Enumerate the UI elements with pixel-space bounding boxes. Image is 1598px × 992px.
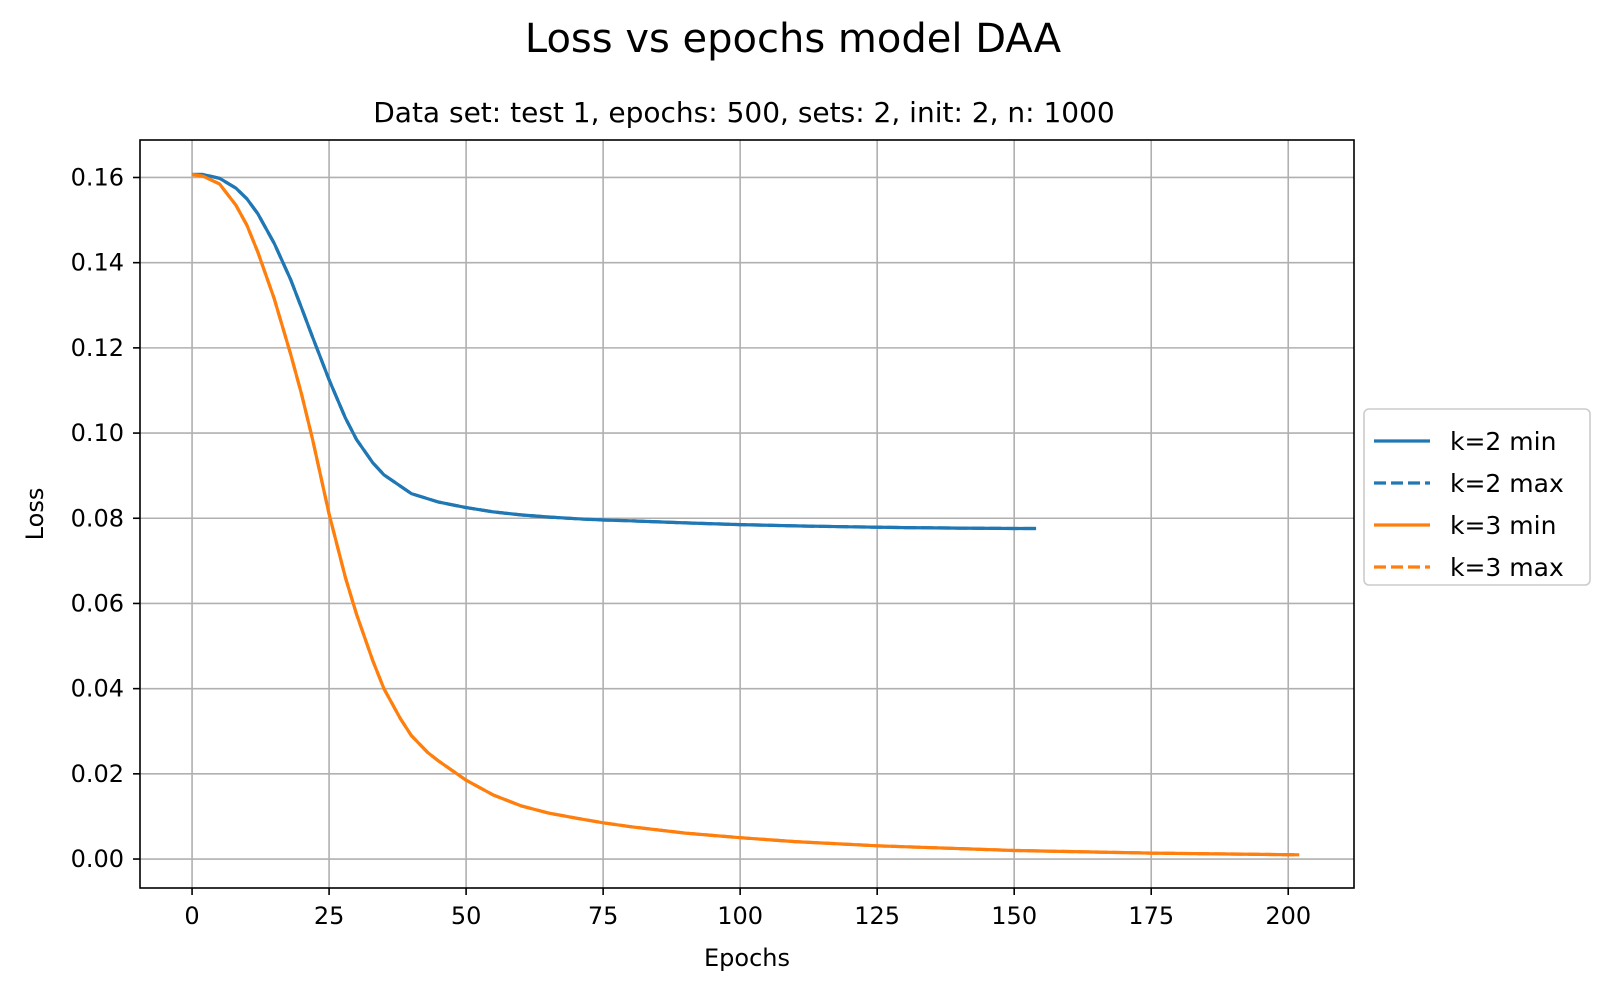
x-tick-label: 200 [1265,902,1311,930]
y-tick-label: 0.12 [71,334,124,362]
grid-lines [140,140,1354,888]
x-tick-label: 125 [854,902,900,930]
x-tick-label: 150 [991,902,1037,930]
series-line-2 [192,172,1037,531]
legend-item: k=2 min [1374,427,1556,456]
legend-label: k=2 min [1450,427,1556,456]
x-axis-label: Epochs [704,944,790,972]
legend-label: k=2 max [1450,469,1564,498]
y-tick-label: 0.16 [71,163,124,191]
series-lines [191,172,1300,857]
x-tick-label: 0 [184,902,199,930]
y-tick-label: 0.00 [71,845,124,873]
plot-frame [139,139,1355,889]
legend-item: k=3 max [1374,553,1564,582]
y-axis-label: Loss [21,488,49,541]
x-tick-label: 75 [588,902,619,930]
x-tick-label: 100 [717,902,763,930]
series-line-4 [191,172,1300,857]
series-line-3 [191,172,1300,857]
legend-label: k=3 min [1450,511,1556,540]
y-tick-label: 0.04 [71,675,124,703]
chart-subtitle: Data set: test 1, epochs: 500, sets: 2, … [373,96,1115,129]
legend-item: k=2 max [1374,469,1564,498]
axis-ticks: 0 25 50 75 100 125 150 175 200 0.00 0.02 0.04 0.06 0.… [71,163,1312,930]
x-tick-label: 50 [451,902,482,930]
y-tick-label: 0.02 [71,760,124,788]
legend: k=2 min k=2 max k=3 min k=3 max [1363,408,1591,586]
legend-box [1363,408,1591,586]
y-tick-label: 0.06 [71,589,124,617]
x-tick-label: 25 [314,902,345,930]
x-tick-label: 175 [1128,902,1174,930]
legend-item: k=3 min [1374,511,1556,540]
chart-title: Loss vs epochs model DAA [525,16,1062,62]
legend-label: k=3 max [1450,553,1564,582]
y-tick-label: 0.10 [71,419,124,447]
y-tick-label: 0.14 [71,249,124,277]
y-tick-label: 0.08 [71,504,124,532]
